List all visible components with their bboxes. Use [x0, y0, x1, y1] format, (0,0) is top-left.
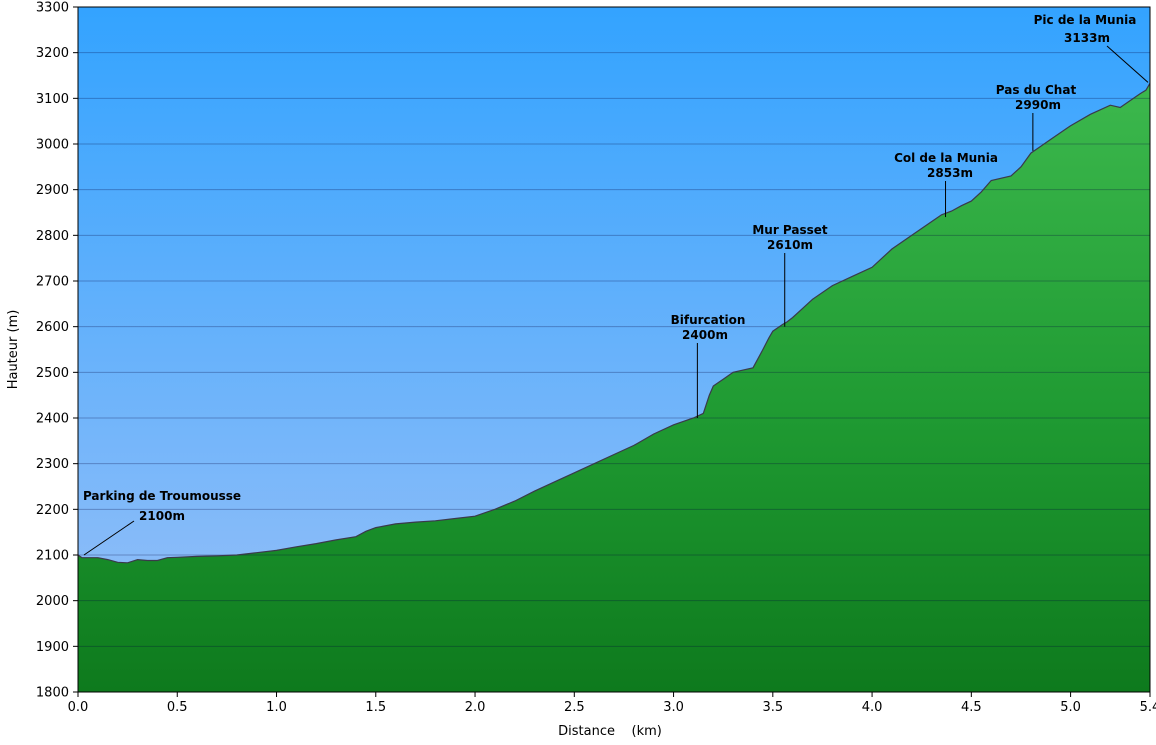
annotation-value: 2400m — [682, 328, 728, 342]
gridlines — [78, 52, 1150, 647]
annotation-name: Mur Passet — [752, 223, 828, 237]
y-tick-label: 2000 — [36, 594, 69, 609]
elevation-line — [77, 82, 1151, 564]
x-tick-label: 5.0 — [1060, 700, 1081, 715]
x-tick-label: 3.0 — [663, 700, 684, 715]
x-axis: 0.0 0.5 1.0 1.5 2.0 2.5 3.0 3.5 4.0 4.5 5.0 5.4 — [68, 692, 1156, 715]
annotation-name: Bifurcation — [671, 313, 746, 327]
x-tick-label: 4.0 — [862, 700, 883, 715]
x-tick-label: 4.5 — [961, 700, 982, 715]
y-tick-label: 2900 — [36, 183, 69, 198]
annotation-value: 3133m — [1064, 31, 1110, 45]
y-tick-label: 2300 — [36, 457, 69, 472]
annotation-value: 2610m — [767, 238, 813, 252]
x-tick-label: 1.5 — [365, 700, 386, 715]
x-axis-title: Distance (km) — [558, 724, 662, 739]
y-tick-label: 2700 — [36, 275, 69, 290]
y-tick-label: 3300 — [36, 1, 69, 16]
y-tick-label: 2800 — [36, 229, 69, 244]
annotation-pic-de-la-munia: Pic de la Munia 3133m — [1034, 13, 1149, 83]
y-tick-label: 2500 — [36, 366, 69, 381]
y-tick-label: 1800 — [36, 686, 69, 701]
x-tick-label: 5.4 — [1140, 700, 1156, 715]
plot-frame — [77, 6, 1151, 693]
annotation-parking-de-troumousse: Parking de Troumousse 2100m — [83, 489, 241, 556]
y-tick-label: 3000 — [36, 138, 69, 153]
annotation-value: 2853m — [927, 166, 973, 180]
annotation-leader — [1106, 45, 1149, 83]
annotation-value: 2100m — [139, 509, 185, 523]
x-tick-label: 3.5 — [762, 700, 783, 715]
annotation-name: Pas du Chat — [996, 83, 1077, 97]
y-tick-label: 2600 — [36, 320, 69, 335]
y-tick-label: 2400 — [36, 412, 69, 427]
annotation-name: Col de la Munia — [894, 151, 998, 165]
y-axis: 1800 1900 2000 2100 2200 2300 2400 2500 2600 2700… — [36, 1, 78, 701]
x-tick-label: 2.5 — [564, 700, 585, 715]
y-tick-label: 2200 — [36, 503, 69, 518]
elevation-area — [78, 83, 1150, 692]
y-tick-label: 3100 — [36, 92, 69, 107]
x-tick-label: 0.5 — [167, 700, 188, 715]
x-tick-label: 0.0 — [68, 700, 89, 715]
annotation-value: 2990m — [1015, 98, 1061, 112]
annotation-name: Parking de Troumousse — [83, 489, 241, 503]
x-tick-label: 2.0 — [465, 700, 486, 715]
x-tick-label: 1.0 — [266, 700, 287, 715]
y-tick-label: 3200 — [36, 46, 69, 61]
y-tick-label: 2100 — [36, 549, 69, 564]
y-tick-label: 1900 — [36, 640, 69, 655]
annotations: Parking de Troumousse 2100m Bifurcation240… — [83, 13, 1149, 556]
annotation-name: Pic de la Munia — [1034, 13, 1137, 27]
annotation-leader — [83, 520, 135, 556]
y-axis-title: Hauteur (m) — [6, 310, 21, 390]
